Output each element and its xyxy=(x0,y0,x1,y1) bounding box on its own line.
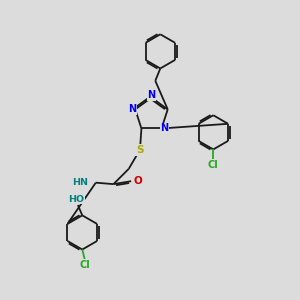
Text: HN: HN xyxy=(72,178,88,187)
Text: N: N xyxy=(160,124,169,134)
Text: HO: HO xyxy=(68,195,85,204)
Text: S: S xyxy=(136,145,144,155)
Text: N: N xyxy=(147,90,155,100)
Text: N: N xyxy=(128,104,136,114)
Text: Cl: Cl xyxy=(208,160,219,170)
Text: Cl: Cl xyxy=(79,260,90,270)
Text: O: O xyxy=(133,176,142,186)
